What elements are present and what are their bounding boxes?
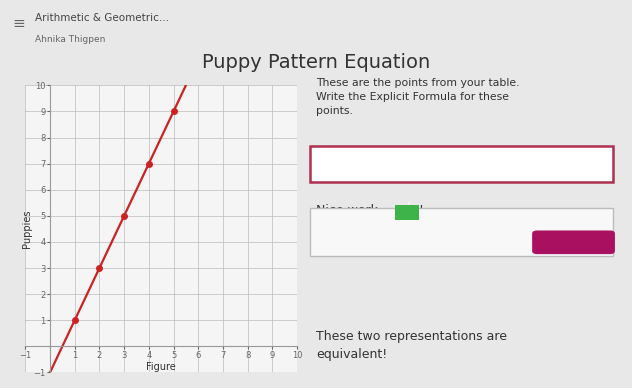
Text: Puppy Pattern Equation: Puppy Pattern Equation [202,53,430,72]
Y-axis label: Puppies: Puppies [22,210,32,248]
Point [169,108,179,114]
Text: These are the points from your table.
Write the Explicit Formula for these
point: These are the points from your table. Wr… [316,78,520,116]
Text: Nice work: Nice work [316,204,382,217]
Text: $y = 2x - 1$: $y = 2x - 1$ [324,213,386,229]
Point [143,161,154,167]
Text: ≡: ≡ [13,16,25,31]
Text: $f(n) = 2n - 1|$: $f(n) = 2n - 1|$ [324,156,405,172]
Point [94,265,104,271]
Text: Arithmetic & Geometric...: Arithmetic & Geometric... [35,13,169,23]
Point [119,213,129,219]
Text: Ahnika Thigpen: Ahnika Thigpen [35,35,105,44]
Text: !: ! [418,204,423,217]
Point [70,317,80,323]
X-axis label: Figure: Figure [146,362,176,372]
Text: Submit: Submit [550,236,597,249]
Text: These two representations are
equivalent!: These two representations are equivalent… [316,330,507,361]
Text: ✓: ✓ [402,199,412,211]
